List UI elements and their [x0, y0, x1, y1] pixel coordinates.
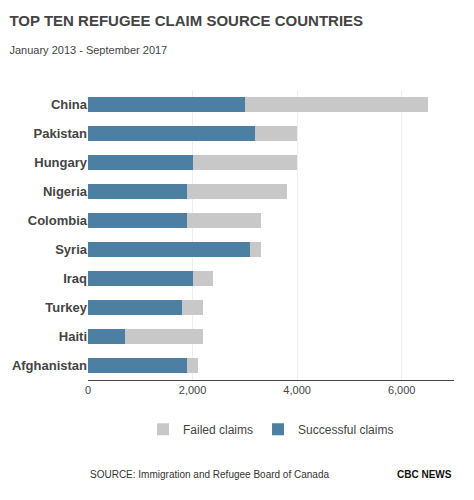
svg-text:2,000: 2,000	[179, 384, 207, 396]
svg-text:China: China	[51, 97, 88, 112]
svg-text:Failed claims: Failed claims	[183, 423, 253, 437]
svg-text:Syria: Syria	[55, 242, 88, 257]
svg-text:January 2013 - September 2017: January 2013 - September 2017	[9, 44, 167, 56]
svg-text:SOURCE: Immigration and Refuge: SOURCE: Immigration and Refugee Board of…	[90, 469, 329, 480]
svg-text:4,000: 4,000	[283, 384, 311, 396]
svg-text:Turkey: Turkey	[45, 300, 87, 315]
svg-text:Pakistan: Pakistan	[34, 126, 88, 141]
svg-text:Afghanistan: Afghanistan	[12, 358, 87, 373]
svg-text:CBC NEWS: CBC NEWS	[397, 469, 452, 480]
svg-text:Nigeria: Nigeria	[43, 184, 88, 199]
svg-text:0: 0	[85, 384, 91, 396]
svg-text:TOP TEN REFUGEE CLAIM SOURCE C: TOP TEN REFUGEE CLAIM SOURCE COUNTRIES	[9, 12, 363, 29]
svg-text:6,000: 6,000	[388, 384, 416, 396]
svg-text:Hungary: Hungary	[34, 155, 88, 170]
svg-text:Colombia: Colombia	[28, 213, 88, 228]
svg-text:Haiti: Haiti	[59, 329, 87, 344]
svg-text:Successful claims: Successful claims	[298, 423, 393, 437]
svg-text:Iraq: Iraq	[63, 271, 87, 286]
